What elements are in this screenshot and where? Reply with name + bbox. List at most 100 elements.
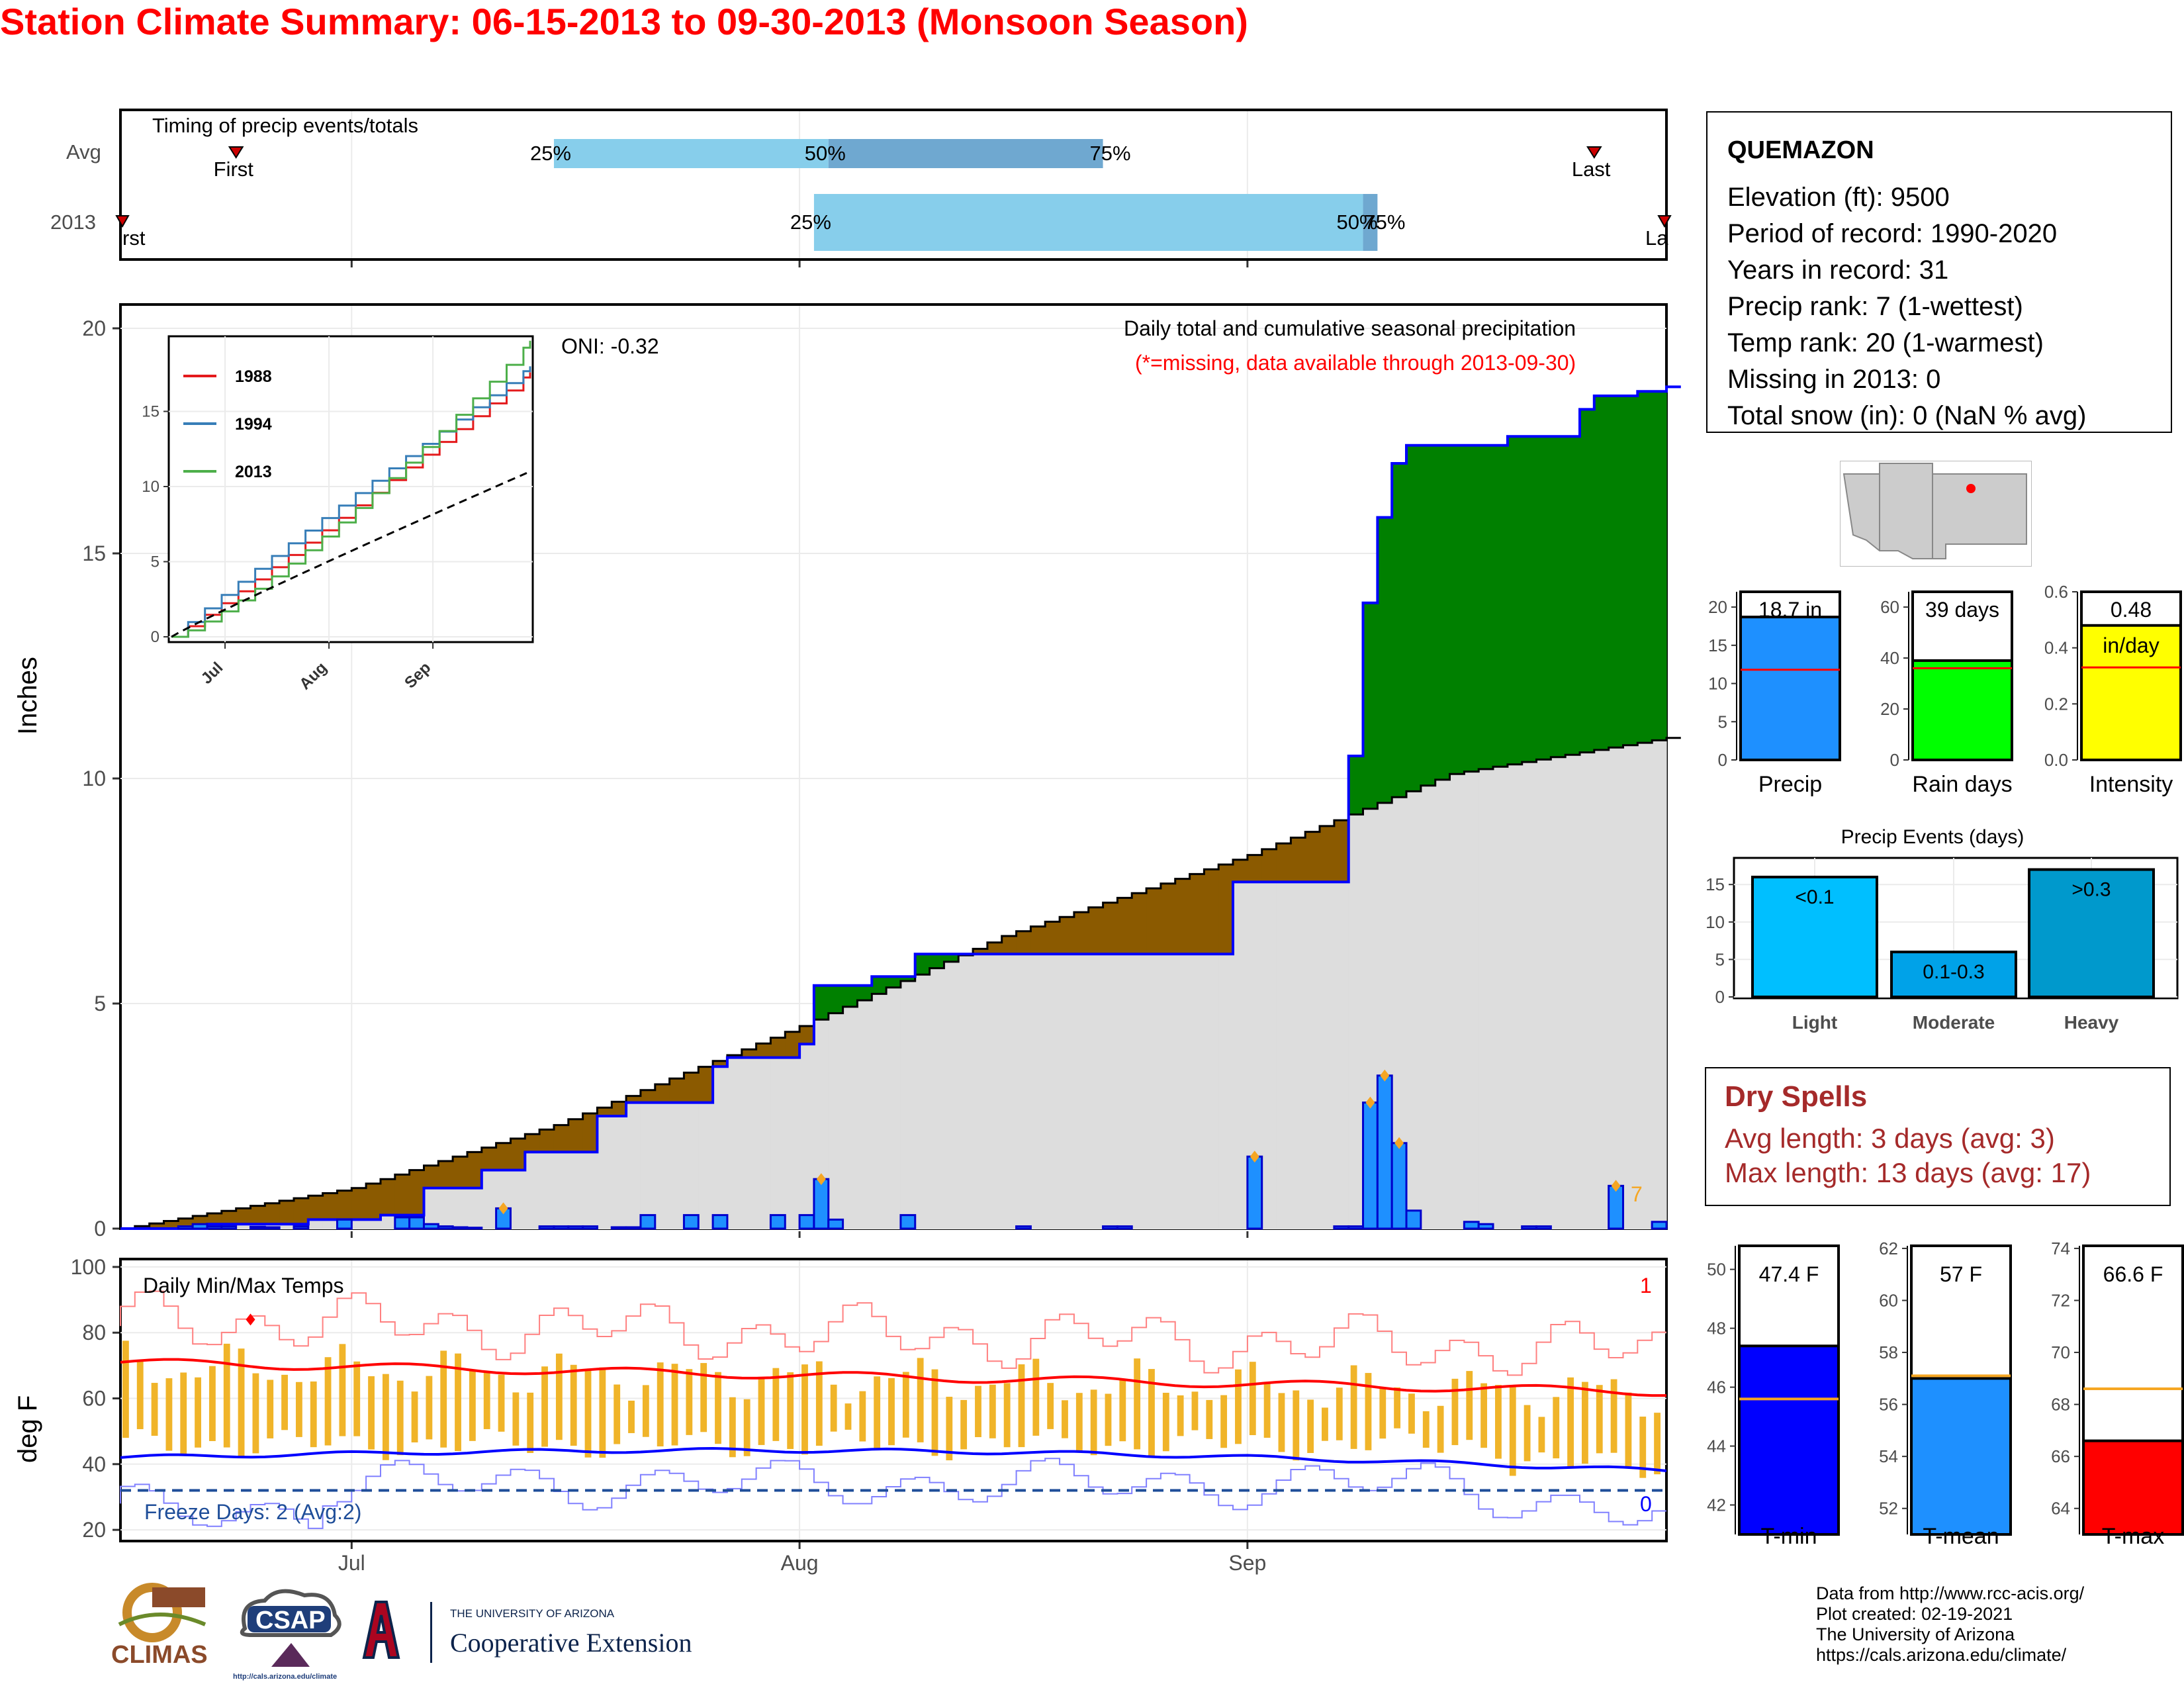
daily-temp-range-bar xyxy=(859,1391,866,1442)
surplus-area xyxy=(900,976,916,981)
baseline-area xyxy=(929,968,945,1229)
y-tick-label: 80 xyxy=(82,1321,106,1344)
x-tick-label: Jul xyxy=(338,1551,365,1575)
baseline-area xyxy=(1435,779,1451,1229)
surplus-area xyxy=(915,954,931,975)
daily-temp-range-bar xyxy=(1509,1385,1516,1476)
surplus-area xyxy=(1464,445,1479,772)
deficit-area xyxy=(322,1193,338,1220)
extreme-count: 7 xyxy=(1631,1182,1643,1206)
rain-days-value: 39 days xyxy=(1925,598,1999,622)
deficit-area xyxy=(553,1125,569,1152)
daily-temp-range-bar xyxy=(396,1380,404,1456)
temp-chart: 20 40 60 80 100 Jul Aug Sep xyxy=(71,1255,1667,1575)
baseline-area xyxy=(236,1224,251,1229)
daily-temp-range-bar xyxy=(917,1358,924,1442)
tmin-bar xyxy=(1738,1344,1840,1536)
inset-frame xyxy=(167,335,534,643)
daily-temp-range-bar xyxy=(469,1370,476,1441)
daily-temp-range-bar xyxy=(1654,1413,1661,1475)
deficit-area xyxy=(539,1129,555,1152)
y-tick-label: 15 xyxy=(82,541,106,565)
deficit-area xyxy=(163,1221,179,1229)
footer-line: Data from http://www.rcc-acis.org/ xyxy=(1816,1583,2085,1603)
baseline-area xyxy=(987,954,1003,1229)
baseline-area xyxy=(741,1057,757,1229)
daily-temp-range-bar xyxy=(498,1374,505,1432)
event-category-label: Light xyxy=(1792,1012,1837,1033)
rain-days-tick-label: 20 xyxy=(1880,699,1899,719)
deficit-area xyxy=(640,1090,656,1103)
deficit-area xyxy=(1160,883,1176,955)
first-marker xyxy=(228,146,244,159)
daily-temp-range-bar xyxy=(1350,1365,1357,1449)
daily-temp-range-bar xyxy=(1625,1392,1632,1467)
daily-temp-range-bar xyxy=(628,1400,635,1433)
daily-precip-bar xyxy=(1405,1209,1422,1230)
tmin-tick-label: 50 xyxy=(1707,1260,1726,1280)
baseline-area xyxy=(1233,882,1248,1229)
deficit-area xyxy=(337,1190,352,1220)
event-bar xyxy=(2028,868,2155,999)
tmean-tick-label: 60 xyxy=(1879,1290,1898,1310)
precip-tick-label: 15 xyxy=(1708,635,1727,655)
daily-temp-range-bar xyxy=(195,1377,201,1448)
rain-days-bar xyxy=(1911,659,2013,761)
daily-temp-range-bar xyxy=(1567,1377,1574,1468)
surplus-area xyxy=(1623,396,1638,745)
baseline-area xyxy=(1580,752,1595,1229)
daily-precip-bar xyxy=(1477,1223,1494,1230)
baseline-area xyxy=(1348,814,1364,1229)
surplus-area xyxy=(857,985,872,1001)
station-detail-line: Years in record: 31 xyxy=(1727,256,1949,285)
y2013-75-label: 75% xyxy=(1364,211,1405,234)
baseline-area xyxy=(713,1066,728,1229)
deficit-area xyxy=(510,1139,525,1170)
daily-temp-range-bar xyxy=(411,1391,418,1442)
daily-precip-bar xyxy=(899,1214,917,1230)
surplus-area xyxy=(1536,436,1551,760)
avg-max-temp-line xyxy=(120,1358,1666,1397)
inset-legend-label: 1994 xyxy=(235,415,272,434)
avg-q2-bar xyxy=(828,139,1103,168)
deficit-area xyxy=(496,1143,512,1170)
tmax-bar xyxy=(2082,1439,2184,1536)
deficit-area xyxy=(597,1107,612,1116)
surplus-area xyxy=(813,985,829,1020)
deficit-area xyxy=(1045,921,1060,955)
daily-precip-bar xyxy=(769,1214,786,1230)
last-marker xyxy=(1657,215,1672,228)
daily-precip-bar xyxy=(466,1227,483,1230)
tmax-value: 66.6 F xyxy=(2103,1262,2163,1286)
baseline-area xyxy=(915,974,931,1229)
record-low-count: 0 xyxy=(1640,1492,1652,1516)
deficit-area xyxy=(250,1205,265,1225)
station-info-box: QUEMAZON Elevation (ft): 9500 Period of r… xyxy=(1706,111,2172,433)
daily-temp-range-bar xyxy=(151,1383,158,1436)
timing-row-avg: Avg xyxy=(66,140,101,164)
baseline-area xyxy=(1652,740,1667,1229)
baseline-area xyxy=(698,1102,713,1229)
avg-75-label: 75% xyxy=(1090,142,1131,165)
baseline-area xyxy=(785,1057,800,1229)
daily-temp-range-bar xyxy=(1422,1411,1430,1448)
baseline-area xyxy=(380,1215,396,1229)
daily-temp-range-bar xyxy=(165,1378,173,1451)
timing-row-2013: 2013 xyxy=(50,211,96,234)
x-tick-label: Sep xyxy=(1228,1551,1266,1575)
extreme-marker xyxy=(1380,1069,1390,1082)
deficit-area xyxy=(698,1066,713,1103)
state-shapes xyxy=(1843,463,2027,559)
inset-series-1988 xyxy=(171,372,531,638)
deficit-area xyxy=(770,1037,786,1058)
daily-temp-range-bar xyxy=(1466,1371,1473,1440)
deficit-area xyxy=(1261,849,1277,882)
tmax-label: T-max xyxy=(2102,1524,2164,1549)
y-tick-label: 10 xyxy=(82,767,106,790)
daily-precip-bar xyxy=(293,1225,310,1230)
baseline-area xyxy=(1204,954,1219,1229)
daily-precip-bar xyxy=(1015,1225,1032,1230)
baseline-area xyxy=(1001,954,1017,1229)
deficit-area xyxy=(756,1043,772,1058)
